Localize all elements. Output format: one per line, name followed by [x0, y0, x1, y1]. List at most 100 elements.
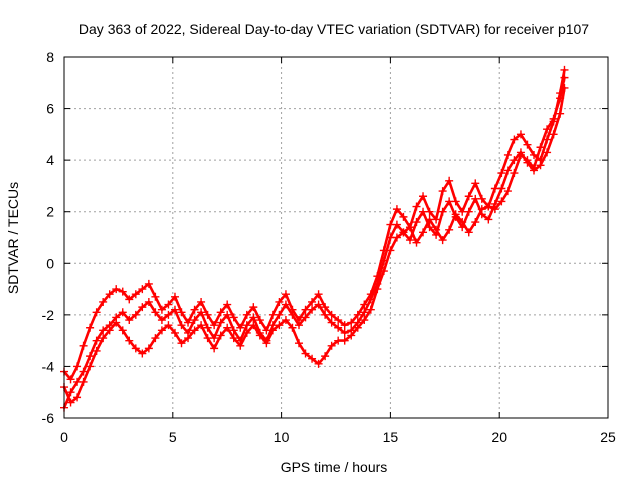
data-point — [92, 308, 101, 317]
data-point — [92, 346, 101, 355]
data-point — [471, 179, 480, 188]
data-point — [249, 303, 258, 312]
data-point — [99, 297, 108, 306]
data-point — [229, 326, 238, 335]
data-point — [151, 308, 160, 317]
data-point — [503, 187, 512, 196]
data-point — [73, 393, 82, 402]
y-tick-label: -4 — [42, 358, 55, 374]
y-tick-label: 0 — [46, 255, 54, 271]
data-point — [164, 321, 173, 330]
data-point — [536, 143, 545, 152]
data-point — [184, 334, 193, 343]
data-point — [392, 233, 401, 242]
data-point — [334, 323, 343, 332]
data-point — [412, 218, 421, 227]
data-point — [523, 140, 532, 149]
data-point — [125, 336, 134, 345]
data-point — [438, 236, 447, 245]
data-point — [275, 310, 284, 319]
data-point — [308, 354, 317, 363]
data-point — [112, 318, 121, 327]
data-point — [197, 308, 206, 317]
data-point — [138, 303, 147, 312]
y-tick-label: 2 — [46, 204, 54, 220]
data-point — [425, 215, 434, 224]
data-point — [321, 310, 330, 319]
data-point — [503, 166, 512, 175]
data-point — [275, 297, 284, 306]
data-point — [432, 225, 441, 234]
data-point — [242, 328, 251, 337]
data-point — [229, 334, 238, 343]
data-point — [223, 310, 232, 319]
tick-layer: 0 5 10 15 20 25 -6 -4 -2 0 2 4 6 8 — [42, 49, 616, 445]
x-tick-label: 15 — [383, 429, 399, 445]
data-point — [295, 339, 304, 348]
data-point — [125, 295, 134, 304]
data-point — [236, 341, 245, 350]
data-point — [360, 308, 369, 317]
data-point — [321, 303, 330, 312]
data-point — [419, 192, 428, 201]
data-point — [556, 94, 565, 103]
data-point — [516, 130, 525, 139]
y-tick-label: 4 — [46, 152, 54, 168]
data-point — [347, 331, 356, 340]
data-point — [314, 300, 323, 309]
data-point — [249, 321, 258, 330]
data-point — [516, 150, 525, 159]
data-point — [66, 388, 75, 397]
grid-layer — [64, 57, 608, 418]
data-point — [216, 308, 225, 317]
data-point — [86, 352, 95, 361]
data-point — [399, 228, 408, 237]
data-point — [249, 313, 258, 322]
data-point — [560, 73, 569, 82]
data-point — [164, 300, 173, 309]
data-point — [477, 205, 486, 214]
data-point — [144, 279, 153, 288]
data-point — [105, 290, 114, 299]
data-point — [138, 285, 147, 294]
data-point — [360, 316, 369, 325]
data-point — [412, 238, 421, 247]
data-point — [66, 375, 75, 384]
data-point — [464, 228, 473, 237]
data-point — [295, 321, 304, 330]
data-point — [412, 202, 421, 211]
data-point — [419, 207, 428, 216]
data-point — [510, 169, 519, 178]
data-point — [255, 316, 264, 325]
x-tick-label: 5 — [169, 429, 177, 445]
data-point — [216, 331, 225, 340]
data-point — [131, 290, 140, 299]
data-point — [497, 184, 506, 193]
data-point — [157, 316, 166, 325]
data-point — [438, 187, 447, 196]
data-point — [281, 290, 290, 299]
data-point — [445, 176, 454, 185]
series-line — [62, 86, 566, 410]
data-point — [79, 367, 88, 376]
data-point — [438, 207, 447, 216]
data-point — [464, 192, 473, 201]
data-point — [151, 334, 160, 343]
data-point — [497, 197, 506, 206]
data-point — [471, 218, 480, 227]
data-point — [118, 287, 127, 296]
y-axis-label: SDTVAR / TECUs — [5, 182, 21, 294]
data-point — [210, 321, 219, 330]
x-tick-label: 25 — [600, 429, 616, 445]
data-point — [229, 313, 238, 322]
data-point — [327, 341, 336, 350]
x-axis-label: GPS time / hours — [281, 459, 388, 475]
data-point — [405, 236, 414, 245]
data-point — [490, 205, 499, 214]
data-point — [177, 321, 186, 330]
data-point — [301, 349, 310, 358]
data-point — [177, 308, 186, 317]
data-point — [223, 300, 232, 309]
data-point — [503, 150, 512, 159]
